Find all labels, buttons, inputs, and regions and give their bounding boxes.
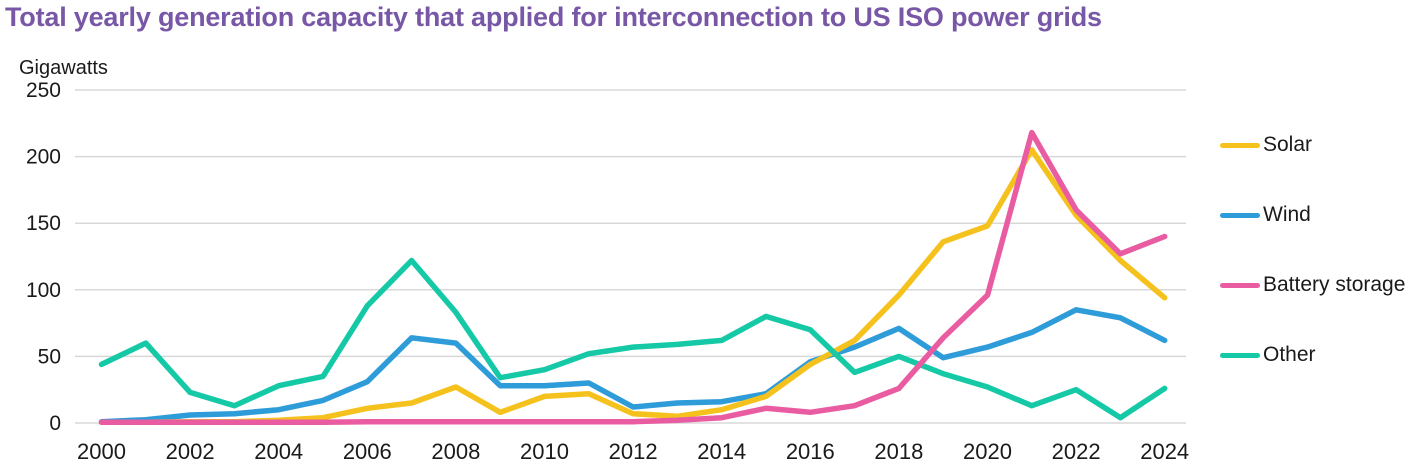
x-tick-label-2016: 2016	[786, 439, 835, 464]
x-tick-label-2006: 2006	[343, 439, 392, 464]
legend-item-other: Other	[1220, 342, 1316, 368]
x-tick-label-2020: 2020	[963, 439, 1012, 464]
line-other	[98, 257, 1168, 421]
legend-label-solar: Solar	[1263, 133, 1313, 156]
legend-item-battery-storage: Battery storage	[1220, 272, 1405, 298]
x-tick-label-2002: 2002	[166, 439, 215, 464]
x-tick-label-2018: 2018	[874, 439, 923, 464]
y-tick-label-50: 50	[38, 345, 61, 368]
legend-label-wind: Wind	[1263, 203, 1311, 226]
x-tick-label-2014: 2014	[697, 439, 746, 464]
legend-label-other: Other	[1263, 343, 1316, 366]
line-battery-storage	[98, 129, 1168, 426]
x-tick-label-2008: 2008	[431, 439, 480, 464]
legend-swatch-solar	[1220, 142, 1260, 148]
line-wind	[98, 307, 1168, 425]
y-tick-label-250: 250	[26, 79, 61, 102]
legend-swatch-wind	[1220, 212, 1260, 218]
legend-item-wind: Wind	[1220, 202, 1311, 228]
y-tick-label-200: 200	[26, 146, 61, 169]
legend-swatch-battery-storage	[1220, 282, 1260, 288]
y-tick-label-150: 150	[26, 212, 61, 235]
line-solar	[98, 147, 1168, 426]
chart-title: Total yearly generation capacity that ap…	[5, 2, 1102, 32]
legend-item-solar: Solar	[1220, 132, 1312, 158]
x-tick-label-2012: 2012	[609, 439, 658, 464]
y-axis-unit-label: Gigawatts	[19, 57, 108, 79]
x-tick-label-2024: 2024	[1140, 439, 1189, 464]
y-tick-label-100: 100	[26, 279, 61, 302]
legend-swatch-other	[1220, 352, 1260, 358]
legend-label-battery-storage: Battery storage	[1263, 273, 1406, 296]
x-tick-label-2022: 2022	[1052, 439, 1101, 464]
x-tick-label-2004: 2004	[254, 439, 303, 464]
y-tick-label-0: 0	[49, 412, 61, 435]
x-tick-label-2010: 2010	[520, 439, 569, 464]
x-tick-label-2000: 2000	[77, 439, 126, 464]
